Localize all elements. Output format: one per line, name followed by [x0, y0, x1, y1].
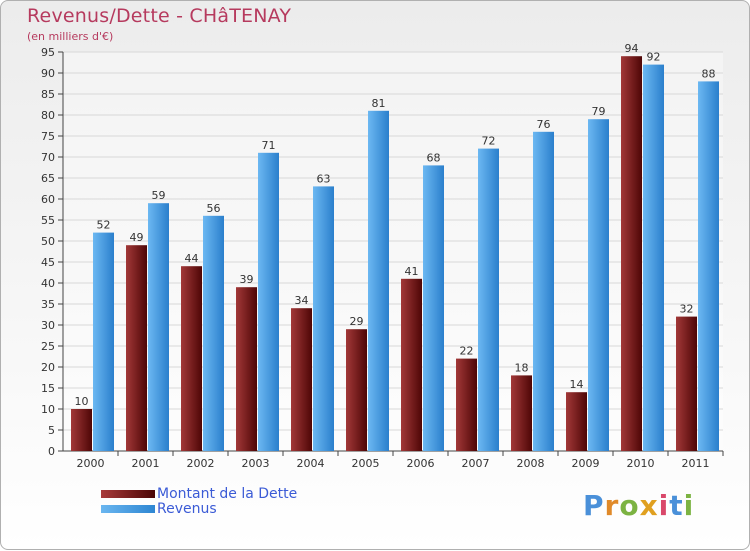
chart-subtitle: (en milliers d'€)	[27, 30, 114, 43]
y-tick-label: 15	[41, 382, 55, 395]
y-tick-label: 55	[41, 214, 55, 227]
x-tick-label: 2005	[352, 457, 380, 470]
x-tick-label: 2002	[187, 457, 215, 470]
y-tick-label: 25	[41, 340, 55, 353]
revenue-bar	[313, 186, 334, 451]
proxiti-logo: Proxiti	[583, 489, 694, 522]
x-tick-label: 2004	[297, 457, 325, 470]
logo-letter: o	[619, 489, 640, 522]
x-tick-label: 2008	[517, 457, 545, 470]
data-label: 71	[262, 139, 276, 152]
data-label: 14	[570, 378, 584, 391]
data-label: 63	[317, 172, 331, 185]
legend-label-revenue: Revenus	[157, 501, 217, 517]
y-tick-label: 70	[41, 151, 55, 164]
debt-bar	[126, 245, 147, 451]
debt-bar	[621, 56, 642, 451]
debt-bar	[346, 329, 367, 451]
y-tick-label: 5	[48, 424, 55, 437]
revenue-bar	[148, 203, 169, 451]
data-label: 68	[427, 151, 441, 164]
chart-title: Revenus/Dette - CHâTENAY	[27, 5, 292, 27]
x-tick-label: 2006	[407, 457, 435, 470]
x-tick-label: 2003	[242, 457, 270, 470]
data-label: 32	[680, 303, 694, 316]
y-tick-label: 90	[41, 67, 55, 80]
x-tick-label: 2007	[462, 457, 490, 470]
debt-bar	[676, 316, 697, 451]
data-label: 34	[295, 294, 309, 307]
plot-area	[63, 52, 723, 451]
revenue-bar	[368, 110, 389, 452]
y-tick-label: 45	[41, 256, 55, 269]
y-tick-label: 85	[41, 88, 55, 101]
x-tick-label: 2001	[132, 457, 160, 470]
y-tick-label: 30	[41, 319, 55, 332]
revenue-bar	[533, 131, 554, 452]
debt-bar	[456, 358, 477, 451]
revenue-bar	[478, 148, 499, 451]
debt-bar	[236, 287, 257, 451]
revenue-bar	[643, 64, 664, 451]
x-tick-label: 2010	[627, 457, 655, 470]
debt-bar	[566, 392, 587, 451]
y-tick-label: 10	[41, 403, 55, 416]
x-tick-label: 2000	[77, 457, 105, 470]
y-tick-label: 80	[41, 109, 55, 122]
data-label: 76	[537, 118, 551, 131]
data-label: 10	[75, 395, 89, 408]
data-label: 88	[702, 67, 716, 80]
x-tick-label: 2009	[572, 457, 600, 470]
legend-label-debt: Montant de la Dette	[157, 486, 298, 502]
y-tick-label: 40	[41, 277, 55, 290]
y-tick-label: 20	[41, 361, 55, 374]
data-label: 79	[592, 105, 606, 118]
debt-bar	[181, 266, 202, 451]
data-label: 41	[405, 265, 419, 278]
y-tick-label: 35	[41, 298, 55, 311]
legend-swatch-revenue	[101, 505, 155, 513]
revenue-bar	[423, 165, 444, 451]
data-label: 72	[482, 135, 496, 148]
revenue-bar	[588, 119, 609, 451]
data-label: 29	[350, 315, 364, 328]
data-label: 92	[647, 51, 661, 64]
revenue-bar	[203, 215, 224, 451]
y-tick-label: 65	[41, 172, 55, 185]
logo-letter: t	[669, 489, 684, 522]
y-tick-label: 75	[41, 130, 55, 143]
y-tick-label: 95	[41, 46, 55, 59]
legend-swatch-debt	[101, 490, 155, 498]
logo-letter: P	[583, 489, 605, 522]
data-label: 81	[372, 97, 386, 110]
debt-bar	[291, 308, 312, 451]
data-label: 18	[515, 361, 529, 374]
data-label: 22	[460, 345, 474, 358]
y-tick-label: 60	[41, 193, 55, 206]
y-tick-label: 0	[48, 445, 55, 458]
data-label: 49	[130, 231, 144, 244]
logo-letter: i	[683, 489, 695, 522]
logo-letter: x	[639, 489, 659, 522]
revenue-bar	[93, 232, 114, 451]
y-tick-label: 50	[41, 235, 55, 248]
data-label: 39	[240, 273, 254, 286]
x-tick-label: 2011	[682, 457, 710, 470]
logo-letter: r	[604, 489, 620, 522]
revenue-bar	[698, 81, 719, 452]
data-label: 59	[152, 189, 166, 202]
data-label: 94	[625, 42, 639, 55]
revenue-bar	[258, 152, 279, 452]
logo-letter: i	[658, 489, 670, 522]
data-label: 56	[207, 202, 221, 215]
data-label: 44	[185, 252, 199, 265]
data-label: 52	[97, 219, 111, 232]
debt-bar	[71, 409, 92, 451]
debt-bar	[511, 375, 532, 451]
debt-bar	[401, 278, 422, 451]
